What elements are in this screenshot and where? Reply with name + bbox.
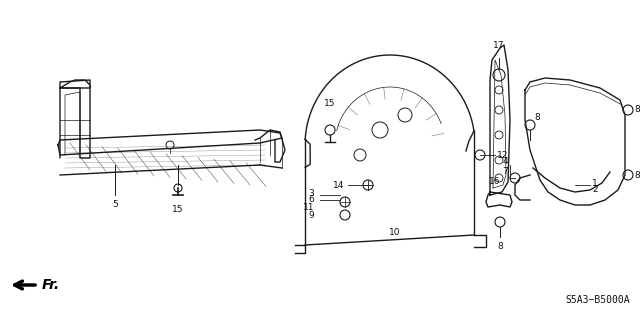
Text: 4: 4 <box>502 158 508 167</box>
Text: 3: 3 <box>308 189 314 197</box>
Text: 2: 2 <box>592 186 598 195</box>
Text: 15: 15 <box>324 99 336 108</box>
Text: Fr.: Fr. <box>42 278 60 292</box>
Text: 6: 6 <box>308 196 314 204</box>
Text: 8: 8 <box>534 114 540 122</box>
Text: 11: 11 <box>303 203 314 211</box>
Text: 10: 10 <box>389 228 401 237</box>
Text: 15: 15 <box>172 205 184 214</box>
Text: 17: 17 <box>493 41 505 50</box>
Text: 16: 16 <box>488 177 500 187</box>
Text: 7: 7 <box>502 167 508 176</box>
Text: 8: 8 <box>634 170 640 180</box>
Text: 9: 9 <box>308 211 314 220</box>
Text: 8: 8 <box>497 242 503 251</box>
Text: 8: 8 <box>634 106 640 115</box>
Text: 12: 12 <box>497 151 508 160</box>
Text: 1: 1 <box>592 179 598 188</box>
Text: S5A3−B5000A: S5A3−B5000A <box>565 295 630 305</box>
Text: 14: 14 <box>333 181 344 189</box>
Text: 5: 5 <box>112 200 118 209</box>
